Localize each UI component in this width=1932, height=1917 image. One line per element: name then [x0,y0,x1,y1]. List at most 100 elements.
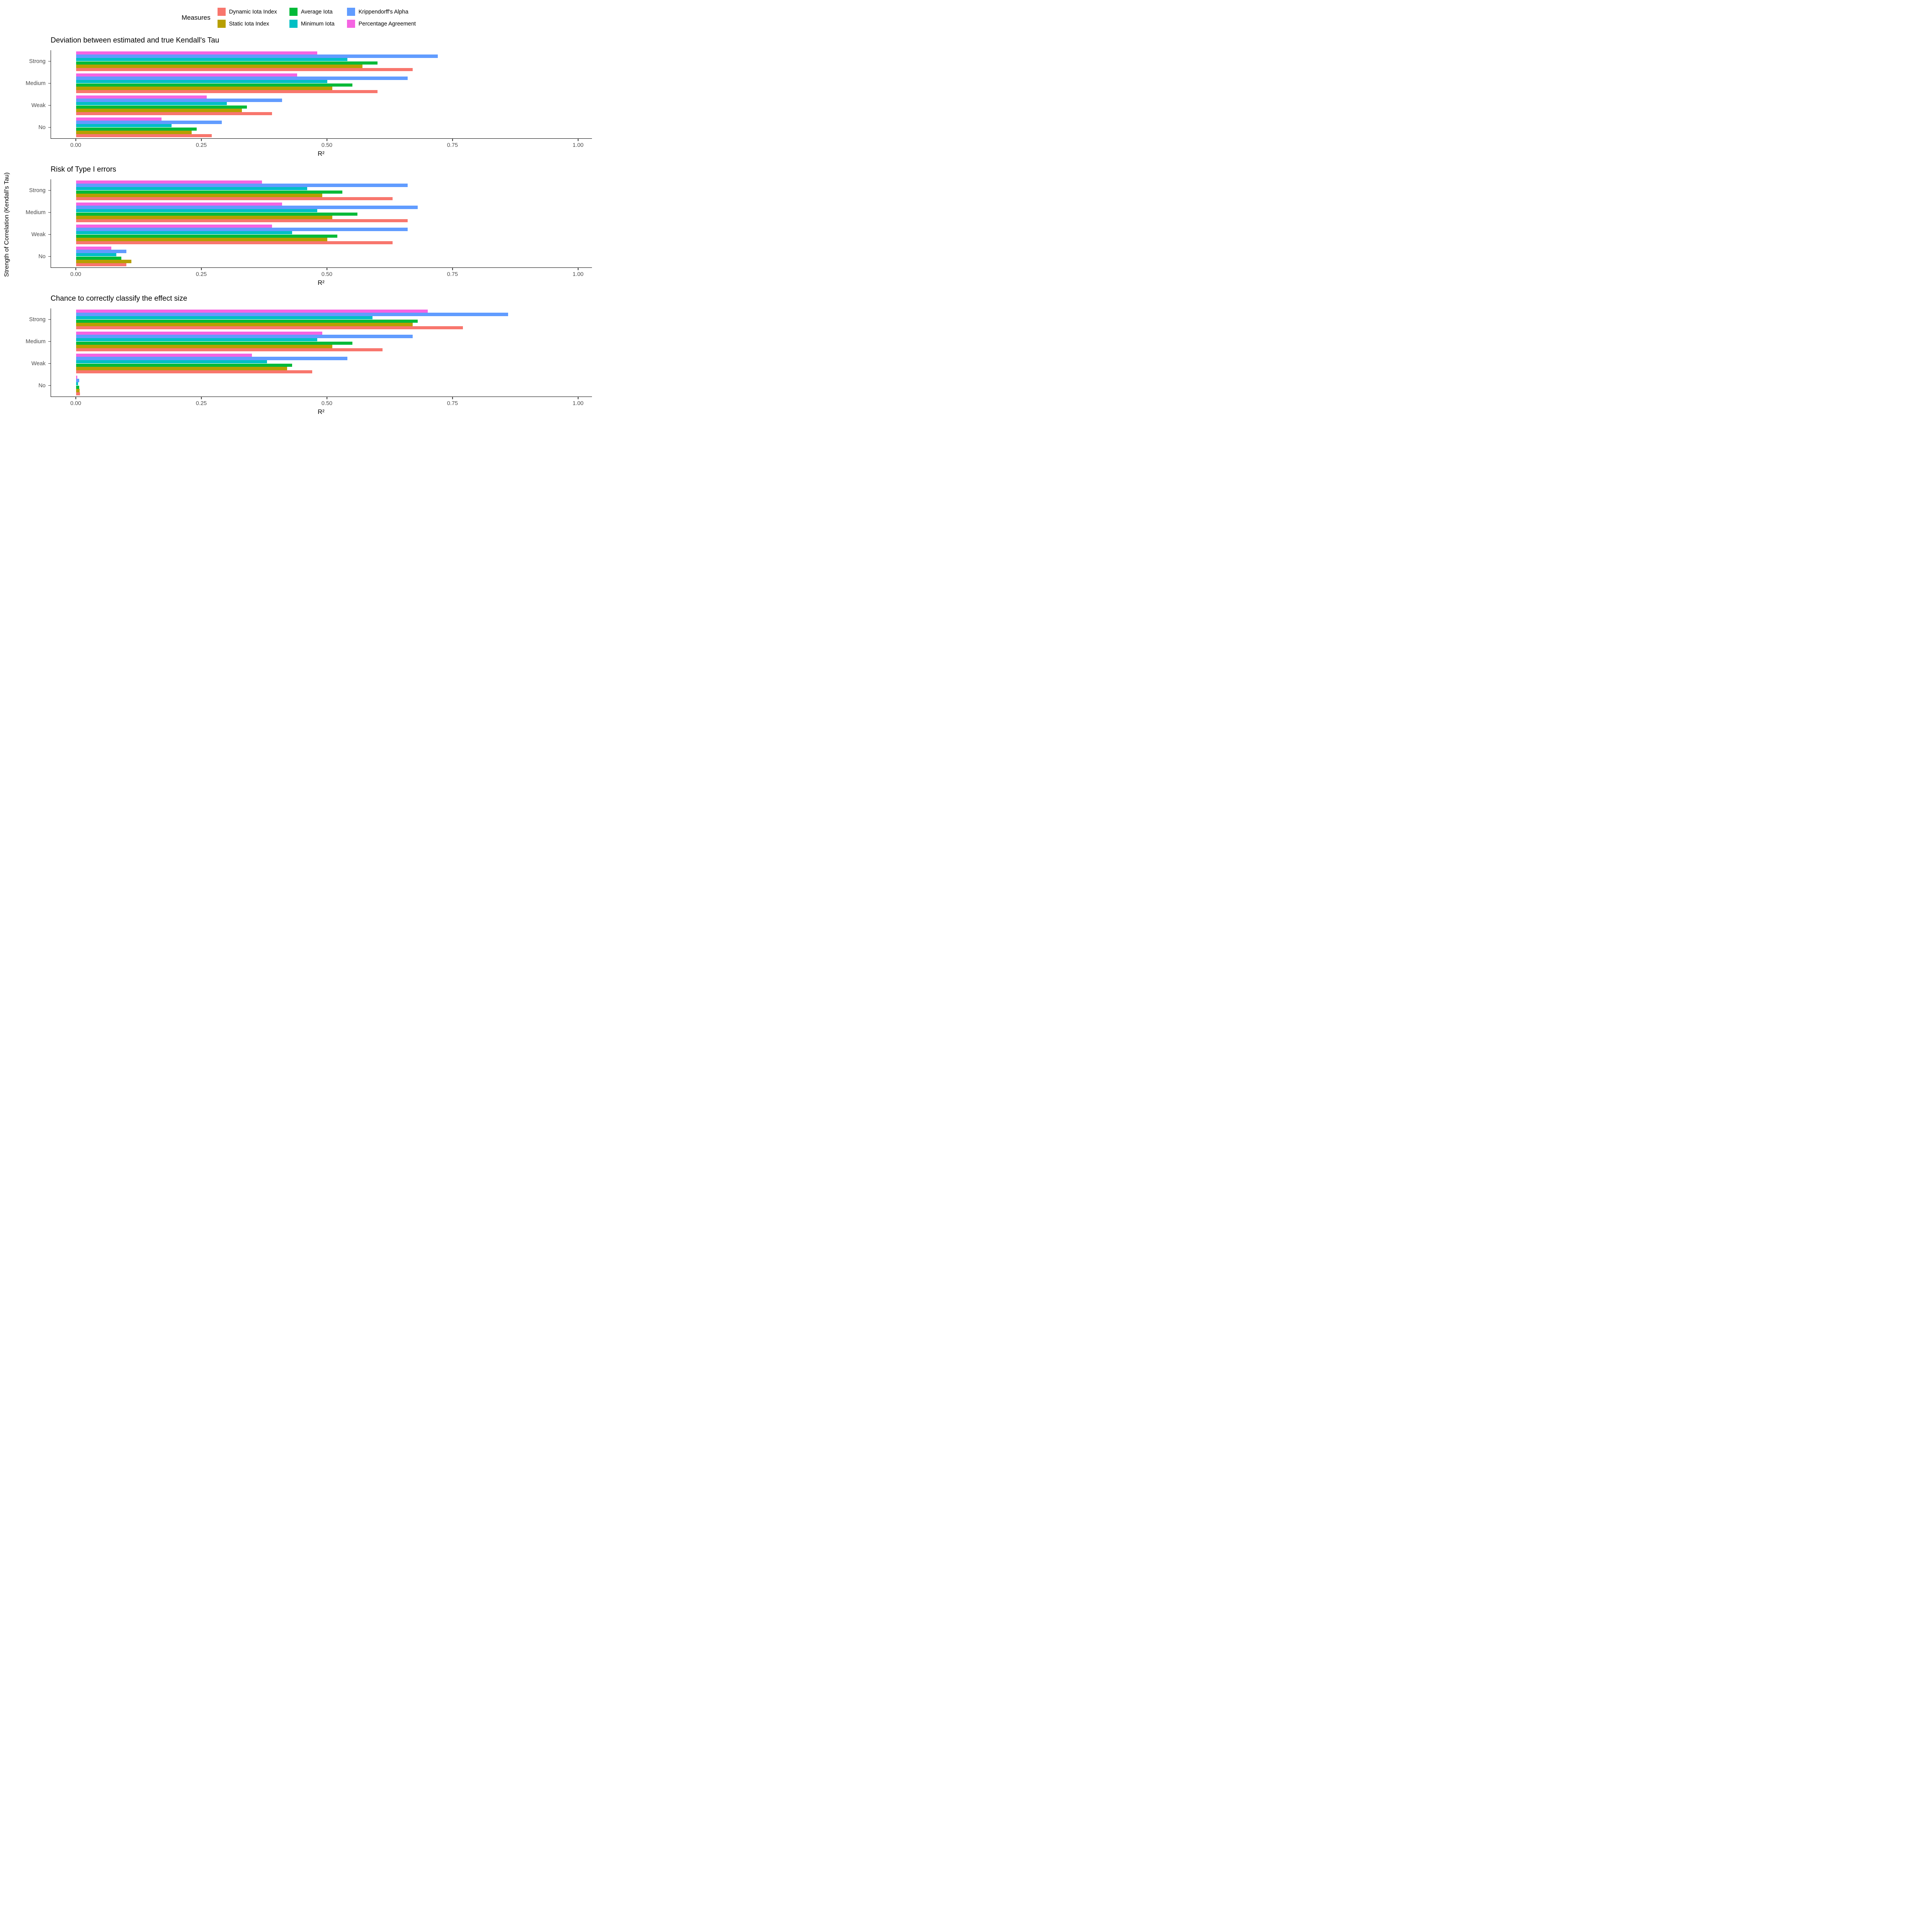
x-tick-label: 0.00 [70,271,82,278]
x-axis-tick [452,397,453,399]
bar-no-percentage-agreement [76,375,77,379]
bar-medium-minimum-iota [76,80,327,83]
bar-strong-minimum-iota [76,187,307,191]
y-category-label-medium: Medium [26,209,46,216]
x-tick-label: 0.25 [196,271,207,278]
y-axis-tick [48,212,51,213]
y-category-label-no: No [38,382,46,389]
x-axis: 0.00 0.25 0.50 0.75 1.00 [51,397,597,408]
x-axis: 0.00 0.25 0.50 0.75 1.00 [51,267,597,279]
bar-strong-dynamic-iota-index [76,326,463,330]
plot: Strong Medium Weak No [14,50,597,139]
bar-medium-static-iota-index [76,345,332,348]
y-axis-tick [48,363,51,364]
y-category-label-strong: Strong [29,316,46,323]
bar-medium-average-iota [76,212,357,216]
x-tick-label: 0.50 [321,400,333,407]
bar-no-percentage-agreement [76,117,162,121]
legend-item-average-iota: Average Iota [289,8,335,16]
bar-no-minimum-iota [76,124,172,128]
bar-weak-static-iota-index [76,367,287,370]
bar-strong-krippendorff-s-alpha [76,54,438,58]
bar-strong-dynamic-iota-index [76,68,413,72]
y-axis-tick [48,341,51,342]
y-category-label-medium: Medium [26,80,46,87]
bar-no-dynamic-iota-index [76,134,212,138]
bar-medium-dynamic-iota-index [76,348,383,352]
y-category-label-strong: Strong [29,58,46,65]
bar-strong-krippendorff-s-alpha [76,184,408,187]
bar-medium-krippendorff-s-alpha [76,206,418,209]
bar-medium-average-iota [76,83,352,87]
x-axis-tick [75,397,76,399]
x-tick-label: 0.25 [196,400,207,407]
bar-strong-static-iota-index [76,65,362,68]
x-axis-tick [452,267,453,270]
plot-area [51,50,592,139]
legend-item-dynamic-iota-index: Dynamic Iota Index [217,8,277,16]
legend-swatch-average-iota [289,8,298,16]
bar-medium-minimum-iota [76,338,317,342]
y-axis-tick [48,61,51,62]
bar-weak-minimum-iota [76,360,267,364]
bar-medium-static-iota-index [76,216,332,219]
panel-risk-of-type-i-errors: Risk of Type I errors Strong Medium Weak No 0… [14,165,597,288]
bar-weak-dynamic-iota-index [76,370,312,374]
bar-weak-minimum-iota [76,102,227,106]
panel-chance-to-correctly-classify-the-effect-size: Chance to correctly classify the effect … [14,295,597,417]
y-axis-tick [48,319,51,320]
x-axis-tick [75,138,76,141]
bar-no-krippendorff-s-alpha [76,379,79,382]
bar-strong-percentage-agreement [76,51,317,55]
bar-weak-dynamic-iota-index [76,241,393,245]
legend-item-percentage-agreement: Percentage Agreement [347,20,416,28]
legend-item-static-iota-index: Static Iota Index [217,20,277,28]
plot: Strong Medium Weak No [14,308,597,397]
bar-no-minimum-iota [76,253,116,257]
x-axis-title: R² [318,150,325,157]
bar-no-dynamic-iota-index [76,263,126,267]
bar-weak-average-iota [76,363,292,367]
y-category-label-weak: Weak [31,102,46,109]
y-category-label-medium: Medium [26,338,46,345]
bar-weak-dynamic-iota-index [76,112,272,116]
x-tick-label: 0.50 [321,142,333,148]
panel-deviation-between-estimated-and-true-kendall-s-tau: Deviation between estimated and true Ken… [14,36,597,159]
bar-strong-percentage-agreement [76,180,262,184]
y-axis-tick [48,127,51,128]
x-axis-title: R² [318,409,325,415]
legend-swatch-static-iota-index [217,20,226,28]
x-tick-label: 1.00 [572,142,584,148]
bar-no-average-iota [76,385,79,389]
x-axis-tick [201,138,202,141]
figure: Measures Dynamic Iota Index Static Iota I… [0,0,597,424]
bar-weak-krippendorff-s-alpha [76,357,347,360]
x-tick-label: 0.75 [447,400,458,407]
figure-body: Strength of Correlation (Kendall's Tau) … [0,30,597,419]
bar-no-minimum-iota [76,382,78,386]
bar-strong-krippendorff-s-alpha [76,313,508,316]
bar-no-static-iota-index [76,131,192,134]
bar-medium-dynamic-iota-index [76,219,408,223]
bar-no-krippendorff-s-alpha [76,250,126,253]
y-category-label-weak: Weak [31,231,46,238]
x-tick-label: 0.00 [70,400,82,407]
legend-item-krippendorff-s-alpha: Krippendorff's Alpha [347,8,416,16]
x-tick-label: 1.00 [572,271,584,278]
legend-item-minimum-iota: Minimum Iota [289,20,335,28]
bar-strong-static-iota-index [76,323,413,326]
legend-swatch-dynamic-iota-index [217,8,226,16]
y-category-label-no: No [38,124,46,131]
bar-weak-krippendorff-s-alpha [76,228,408,231]
bar-strong-average-iota [76,190,342,194]
y-category-label-no: No [38,253,46,260]
bar-no-static-iota-index [76,260,131,263]
panel-title: Chance to correctly classify the effect … [51,295,187,303]
bar-medium-average-iota [76,341,352,345]
y-axis-tick [48,234,51,235]
bar-strong-percentage-agreement [76,309,428,313]
bar-medium-dynamic-iota-index [76,90,378,94]
bar-medium-static-iota-index [76,87,332,90]
x-axis-tick [75,267,76,270]
bar-weak-krippendorff-s-alpha [76,99,282,102]
